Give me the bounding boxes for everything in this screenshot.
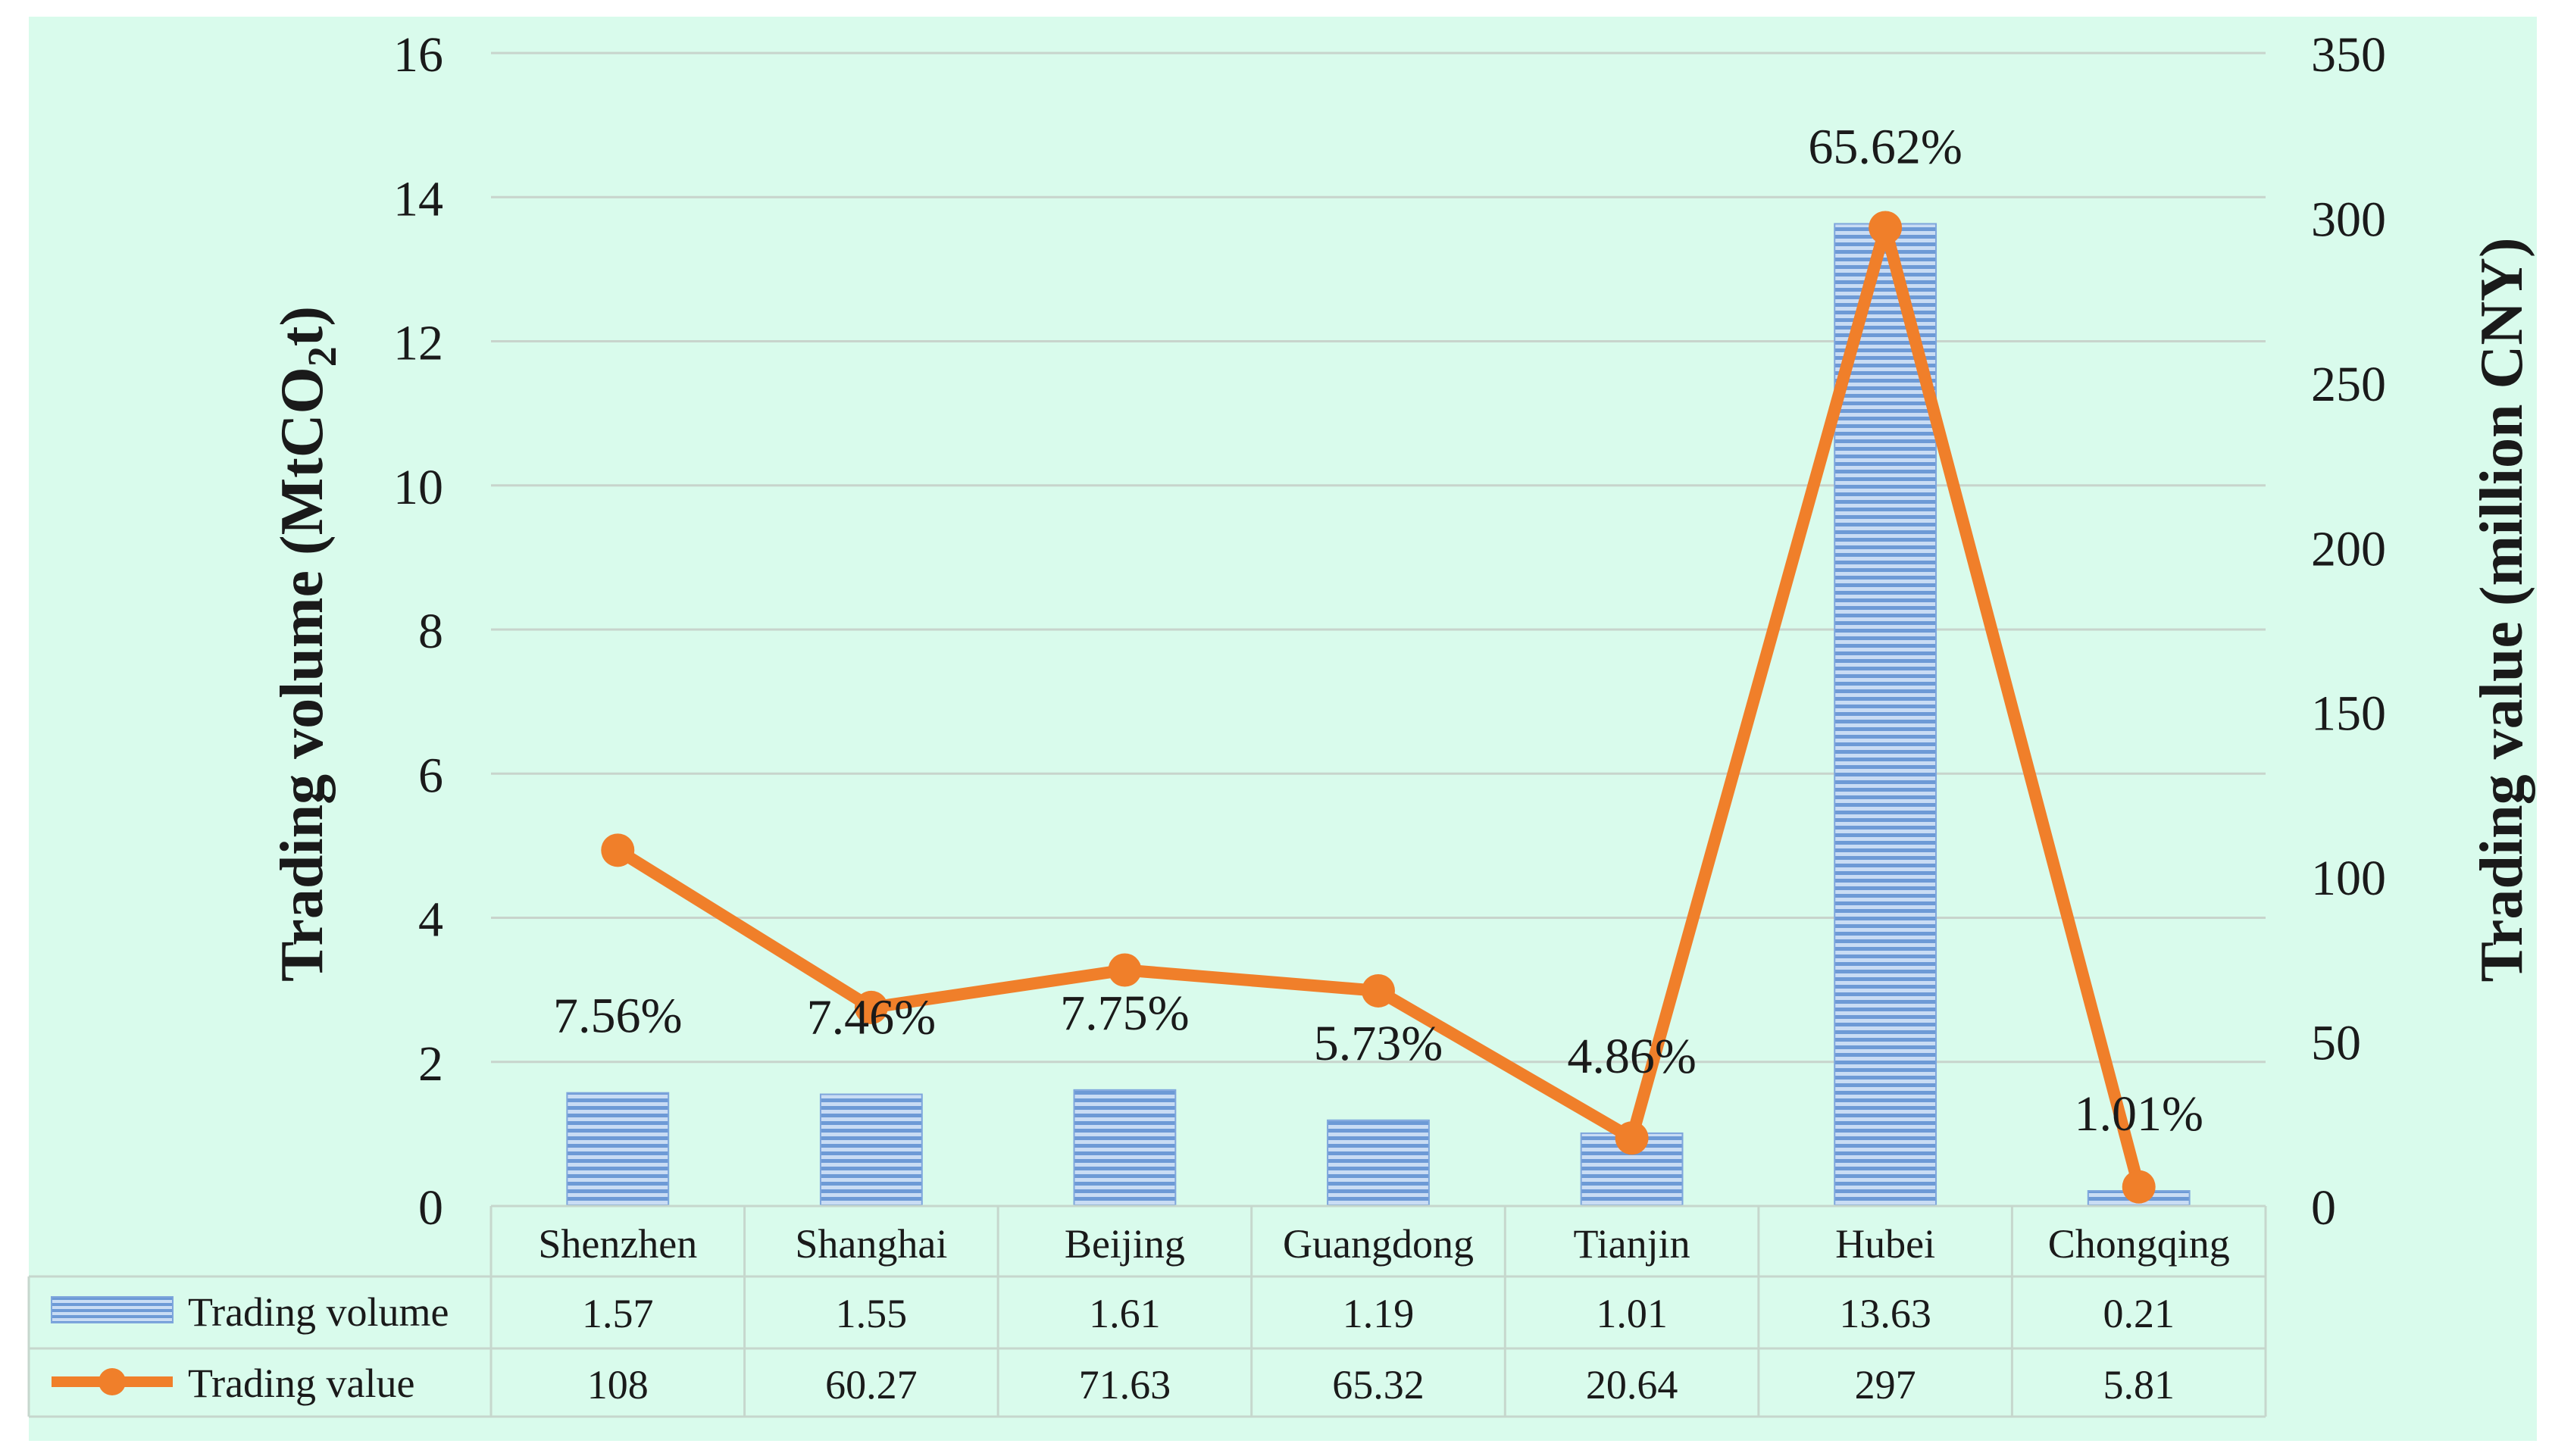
right-tick-label: 50 <box>2311 1016 2361 1071</box>
value-point-guangdong <box>1362 973 1395 1008</box>
right-tick-label: 350 <box>2311 27 2386 83</box>
category-label: Guangdong <box>1283 1221 1474 1267</box>
table-cell-value: 71.63 <box>1079 1362 1171 1408</box>
value-point-tianjin <box>1615 1121 1649 1155</box>
category-label: Beijing <box>1065 1221 1185 1267</box>
value-point-beijing <box>1108 953 1142 987</box>
category-label: Tianjin <box>1574 1221 1690 1267</box>
left-tick-label: 6 <box>418 748 443 803</box>
legend-swatch-volume <box>51 1296 174 1323</box>
right-tick-label: 0 <box>2311 1180 2336 1236</box>
left-tick-label: 12 <box>393 316 443 371</box>
right-tick-label: 150 <box>2311 686 2386 742</box>
right-tick-label: 250 <box>2311 357 2386 412</box>
bar-guangdong <box>1327 1119 1430 1208</box>
right-axis-label: Trading value (million CNY) <box>2469 237 2535 982</box>
value-point-chongqing <box>2122 1170 2156 1204</box>
data-table: Shenzhen Shanghai Beijing Guangdong Tianjin H… <box>27 1204 2267 1418</box>
bar-label: 1.01% <box>2074 1086 2203 1142</box>
right-tick-label: 300 <box>2311 192 2386 247</box>
value-point-hubei <box>1869 211 1903 245</box>
left-tick-label: 0 <box>418 1180 443 1236</box>
bar-label: 65.62% <box>1808 119 1962 174</box>
category-label: Shenzhen <box>538 1221 697 1267</box>
bar-percentage-labels: 7.56% 7.46% 7.75% 5.73% 4.86% 65.62% 1.01% <box>553 119 2203 1142</box>
left-tick-label: 14 <box>393 171 443 227</box>
left-tick-label: 16 <box>393 27 443 83</box>
left-axis-ticks: 0 2 4 6 8 10 12 14 16 <box>393 27 443 1236</box>
left-tick-label: 10 <box>393 460 443 515</box>
left-tick-label: 2 <box>418 1036 443 1092</box>
value-point-shanghai <box>854 990 888 1024</box>
category-label: Hubei <box>1835 1221 1935 1267</box>
category-label: Shanghai <box>795 1221 947 1267</box>
table-cell-volume: 1.01 <box>1596 1291 1668 1336</box>
right-tick-label: 100 <box>2311 851 2386 906</box>
value-line-layer <box>601 211 2156 1204</box>
left-tick-label: 4 <box>418 892 443 948</box>
bar-label: 7.56% <box>553 989 682 1044</box>
left-axis-label: Trading volume (MtCO2t) <box>269 306 345 982</box>
volume-bars <box>566 223 2191 1208</box>
table-cell-volume: 1.61 <box>1089 1291 1161 1336</box>
table-cell-value: 65.32 <box>1332 1362 1425 1408</box>
table-cell-volume: 1.57 <box>582 1291 654 1336</box>
right-tick-label: 200 <box>2311 521 2386 576</box>
table-cell-value: 60.27 <box>825 1362 918 1408</box>
table-cell-volume: 1.55 <box>836 1291 908 1336</box>
table-cell-volume: 1.19 <box>1343 1291 1415 1336</box>
table-cell-volume: 0.21 <box>2103 1291 2175 1336</box>
table-cell-value: 297 <box>1855 1362 1916 1408</box>
bar-shenzhen <box>566 1092 670 1208</box>
left-tick-label: 8 <box>418 604 443 659</box>
bar-label: 5.73% <box>1314 1016 1443 1071</box>
left-axis-label-subscript: 2 <box>299 346 345 367</box>
value-point-shenzhen <box>601 833 635 867</box>
table-cell-value: 108 <box>587 1362 649 1408</box>
bar-label: 4.86% <box>1567 1029 1696 1084</box>
gridlines <box>491 52 2266 1064</box>
legend-label-volume: Trading volume <box>188 1289 449 1335</box>
legend-swatch-value-marker <box>99 1368 126 1395</box>
bar-label: 7.46% <box>807 990 936 1045</box>
bar-beijing <box>1073 1089 1177 1207</box>
left-axis-label-end: t) <box>269 306 336 346</box>
left-axis-label-main: Trading volume (MtCO <box>269 367 336 982</box>
table-cell-value: 5.81 <box>2103 1362 2175 1408</box>
table-cell-volume: 13.63 <box>1839 1291 1931 1336</box>
bar-shanghai <box>819 1093 923 1208</box>
table-cell-value: 20.64 <box>1586 1362 1678 1408</box>
legend-label-value: Trading value <box>188 1361 414 1406</box>
bar-label: 7.75% <box>1060 986 1189 1041</box>
right-axis-ticks: 0 50 100 150 200 250 300 350 <box>2311 27 2386 1236</box>
category-label: Chongqing <box>2048 1221 2230 1267</box>
